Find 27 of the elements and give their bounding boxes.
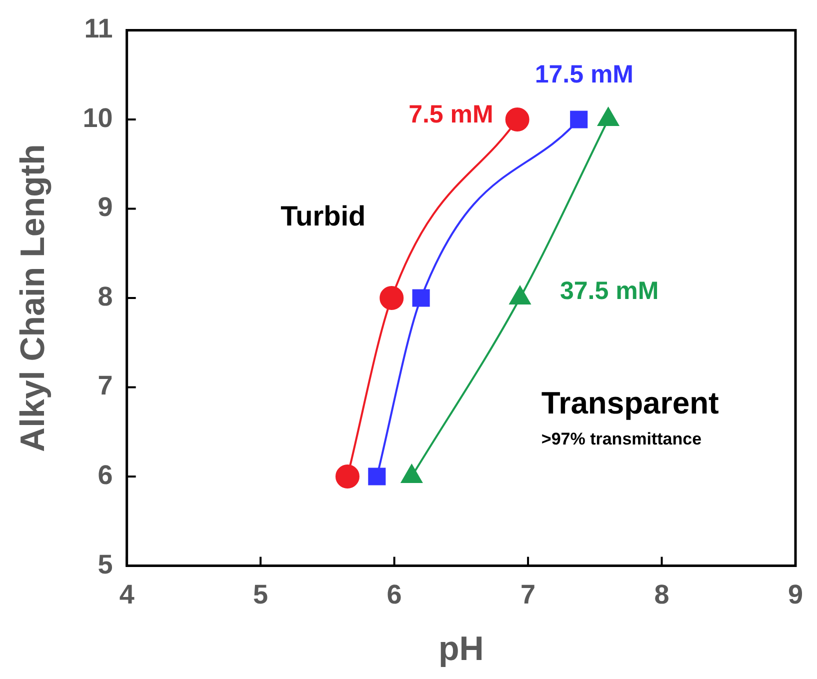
- point: [368, 468, 386, 486]
- point: [380, 286, 404, 310]
- point: [335, 464, 360, 489]
- x-tick-label: 5: [253, 579, 268, 610]
- x-axis-title: pH: [438, 630, 484, 668]
- annotation: Turbid: [280, 200, 366, 232]
- x-tick-label: 4: [119, 579, 134, 610]
- series-label: 17.5 mM: [534, 60, 634, 88]
- point: [505, 107, 530, 132]
- y-tick-label: 11: [84, 14, 113, 44]
- x-tick-label: 7: [520, 579, 536, 610]
- series-label: 37.5 mM: [560, 276, 659, 305]
- x-tick-label: 8: [654, 579, 670, 610]
- y-tick-label: 7: [98, 370, 113, 401]
- y-tick-label: 6: [98, 460, 113, 490]
- point: [570, 110, 588, 128]
- y-axis-title: Alkyl Chain Length: [14, 144, 52, 452]
- y-tick-label: 5: [98, 549, 113, 580]
- y-tick-label: 10: [82, 102, 113, 133]
- y-tick-label: 9: [98, 192, 113, 222]
- y-tick-label: 8: [98, 281, 113, 312]
- series-label: 7.5 mM: [408, 100, 494, 128]
- annotation: >97% transmittance: [541, 430, 702, 449]
- x-tick-label: 6: [386, 579, 402, 610]
- point: [412, 289, 430, 307]
- x-tick-label: 9: [788, 579, 804, 610]
- annotation: Transparent: [541, 386, 719, 421]
